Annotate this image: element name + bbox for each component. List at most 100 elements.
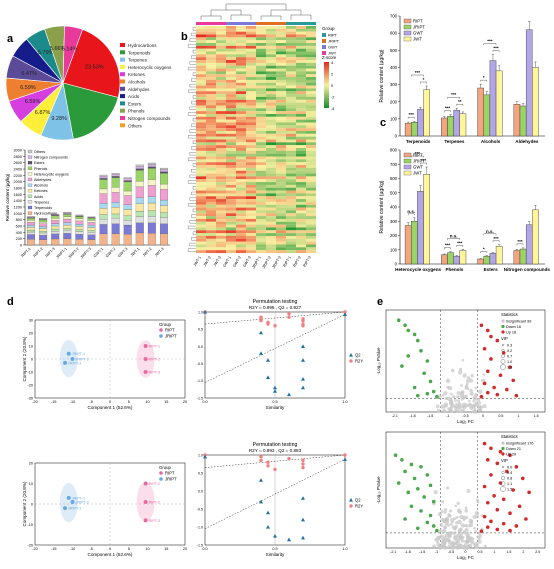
- heatmap-cell: [246, 170, 257, 174]
- heatmap-cell: [216, 40, 227, 44]
- heatmap-cell: [276, 244, 287, 248]
- heatmap-cell: [196, 96, 207, 100]
- group-bar-segment: [256, 22, 266, 25]
- heatmap-cell: [236, 193, 247, 197]
- legend-title: Group: [159, 465, 172, 470]
- heatmap-cell: [276, 111, 287, 115]
- data-point-down: [396, 481, 401, 485]
- heatmap-cell: [286, 221, 297, 225]
- heatmap-cell: [236, 150, 247, 154]
- heatmap-cell: [196, 31, 207, 35]
- heatmap-cell: [216, 216, 227, 219]
- heatmap-cell: [256, 60, 267, 63]
- bar: [519, 105, 527, 137]
- heatmap-cell: [226, 145, 237, 149]
- heatmap-cell: [306, 224, 317, 228]
- y-tick-label: -1.0: [197, 525, 203, 529]
- data-point-insignificant: [451, 520, 454, 524]
- y-tick-label: 20: [29, 331, 33, 335]
- bar-segment: [39, 232, 48, 236]
- heatmap-cell: [246, 227, 257, 231]
- heatmap-cell: [216, 77, 227, 80]
- size-legend-label: 1.5: [507, 488, 512, 492]
- data-point-insignificant: [453, 531, 457, 534]
- heatmap-cell: [226, 165, 237, 168]
- y-tick-label: 400: [16, 231, 22, 235]
- legend-swatch: [27, 177, 33, 182]
- pie-slice-label: 6.87%: [35, 110, 51, 116]
- legend-label: Nitrogen compounds: [34, 156, 68, 160]
- heatmap-cell: [306, 28, 317, 32]
- heatmap-cell: [236, 26, 247, 29]
- y-tick-label: 10: [29, 482, 33, 486]
- heatmap-cell: [246, 179, 257, 183]
- heatmap-column-label: GWT-3: [242, 256, 251, 268]
- colorbar-tick-label: -2: [331, 96, 334, 100]
- data-point-insignificant: [457, 399, 461, 403]
- significance-label: *: [423, 77, 425, 82]
- bar: [404, 122, 412, 137]
- heatmap-cell: [226, 94, 237, 97]
- heatmap-cell: [276, 108, 287, 112]
- data-point-insignificant: [442, 405, 446, 409]
- heatmap-cell: [206, 207, 217, 211]
- bar: [477, 258, 484, 265]
- heatmap-cell: [236, 57, 247, 61]
- heatmap-cell: [256, 94, 267, 97]
- heatmap-cell: [216, 162, 227, 166]
- data-point-insignificant: [450, 517, 455, 522]
- heatmap-cell: [296, 150, 307, 154]
- heatmap-cell: [246, 60, 257, 63]
- y-tick-label: 1600: [14, 193, 22, 197]
- heatmap-cell: [216, 182, 227, 185]
- data-point-q2: [266, 510, 270, 515]
- data-point-up: [485, 458, 490, 462]
- heatmap-cell: [236, 105, 247, 109]
- heatmap-cell: [286, 79, 297, 83]
- heatmap-cell: [306, 26, 317, 29]
- heatmap-cell: [286, 173, 297, 177]
- heatmap-cell: [206, 142, 217, 146]
- heatmap-cell: [266, 145, 277, 149]
- data-point-q2: [301, 496, 305, 500]
- legend-swatch: [322, 45, 326, 49]
- heatmap-cell: [236, 218, 247, 222]
- group-legend-title: Group: [322, 26, 335, 31]
- heatmap-cell: [286, 62, 297, 66]
- data-point-q2: [259, 351, 263, 355]
- heatmap-cell: [246, 230, 257, 234]
- heatmap-cell: [286, 145, 297, 149]
- legend-swatch: [403, 30, 412, 36]
- heatmap-cell: [226, 216, 237, 219]
- y-tick-label: 3000: [14, 149, 22, 153]
- heatmap-cell: [296, 187, 307, 191]
- legend-label: Down 21: [506, 447, 521, 451]
- confidence-ellipse: [59, 339, 78, 378]
- heatmap-cell: [266, 111, 277, 115]
- heatmap-cell: [306, 201, 317, 205]
- heatmap-cell: [306, 130, 317, 134]
- heatmap-cell: [256, 235, 267, 239]
- legend-label: JWT: [413, 37, 422, 42]
- legend-label: GWT: [413, 165, 423, 170]
- y-tick-label: 200: [390, 233, 398, 238]
- data-point-r2y: [266, 322, 270, 326]
- heatmap-cell: [206, 230, 217, 234]
- heatmap-cell: [266, 153, 277, 157]
- heatmap-cell: [256, 247, 267, 251]
- dendrogram-branch: [192, 231, 196, 235]
- heatmap-cell: [296, 241, 307, 245]
- heatmap-cell: [286, 130, 297, 134]
- legend-swatch: [120, 79, 125, 84]
- heatmap-cell: [266, 74, 277, 78]
- heatmap-cell: [286, 54, 297, 58]
- data-point-insignificant: [460, 384, 463, 387]
- heatmap-cell: [206, 99, 217, 103]
- bar-segment: [111, 187, 120, 193]
- heatmap-cell: [256, 111, 267, 115]
- heatmap-cell: [266, 91, 277, 95]
- heatmap-cell: [236, 119, 247, 123]
- heatmap-cell: [266, 150, 277, 154]
- data-point-up: [505, 469, 509, 474]
- y-axis-label: -Log₁₀ PValue: [376, 347, 381, 375]
